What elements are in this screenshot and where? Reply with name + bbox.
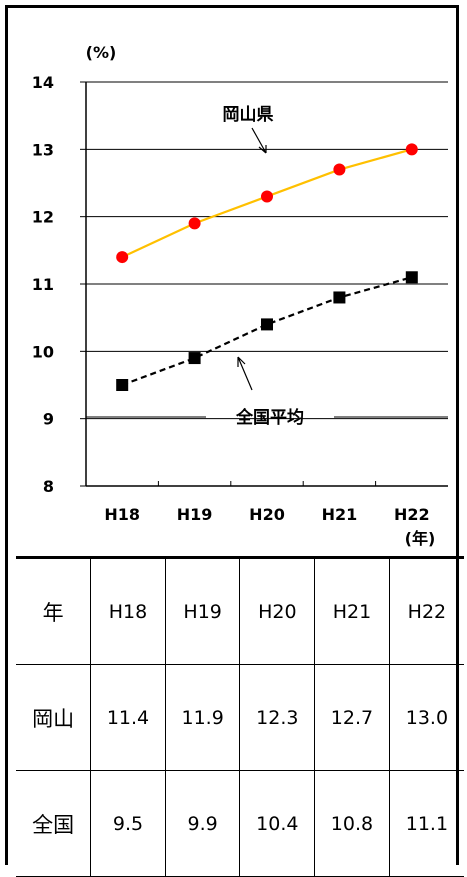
y-tick-label: 14	[32, 73, 54, 92]
point-marker	[188, 352, 201, 365]
y-tick-label: 13	[32, 140, 54, 159]
point-marker	[116, 251, 129, 264]
point-marker	[116, 379, 129, 391]
table-cell: 11.1	[388, 770, 464, 877]
y-axis-unit: (%)	[86, 43, 117, 62]
point-marker	[333, 291, 346, 304]
table-cell: H22	[388, 556, 464, 665]
table-cell: 10.4	[239, 770, 316, 877]
figure-frame: 8 9 10 11 12 13 14 H18 H19 H20 H21 H22 (%) (年) 岡山県…	[5, 5, 464, 877]
x-tick-label: H22	[394, 505, 430, 524]
table-cell: H20	[239, 556, 316, 665]
row-header-cell: 年	[16, 556, 92, 665]
series-layer	[116, 143, 418, 391]
y-tick-labels: 8 9 10 11 12 13 14	[32, 73, 54, 496]
point-marker	[405, 143, 418, 156]
table-cell: H19	[164, 556, 241, 665]
row-header-cell: 全国	[16, 770, 92, 877]
row-header-cell: 岡山	[16, 664, 92, 771]
table-cell: H21	[314, 556, 390, 665]
series-line-0	[121, 148, 413, 259]
table-cell: 10.8	[314, 770, 390, 877]
series-line-1	[121, 276, 413, 387]
point-marker	[261, 318, 273, 331]
gridlines	[80, 81, 448, 487]
x-tick-label: H19	[177, 505, 213, 524]
x-tick-labels: H18 H19 H20 H21 H22	[104, 481, 430, 524]
point-marker	[188, 217, 201, 230]
table-header-row: 年 H18 H19 H20 H21 H22	[16, 556, 464, 665]
point-marker	[405, 271, 418, 284]
table-cell: 9.5	[90, 770, 166, 877]
table-cell: 12.3	[239, 664, 316, 771]
point-marker	[333, 163, 346, 176]
callout-arrow	[251, 127, 267, 154]
table-cell: 13.0	[388, 664, 464, 771]
series-label-national: 全国平均	[235, 407, 304, 428]
table-row: 全国 9.5 9.9 10.4 10.8 11.1	[16, 770, 464, 877]
point-marker	[261, 190, 273, 203]
table-cell: H18	[90, 556, 166, 665]
table-cell: 12.7	[314, 664, 390, 771]
series-label-okayama: 岡山県	[223, 105, 274, 125]
table-cell: 11.4	[90, 664, 166, 771]
callout-arrow	[237, 356, 253, 391]
x-tick-label: H21	[322, 505, 358, 524]
x-tick-label: H18	[104, 505, 140, 524]
table-row: 岡山 11.4 11.9 12.3 12.7 13.0	[16, 664, 464, 771]
line-chart: 8 9 10 11 12 13 14 H18 H19 H20 H21 H22 (%) (年) 岡山県…	[32, 43, 448, 548]
table-cell: 11.9	[164, 664, 241, 771]
table-cell: 9.9	[164, 770, 241, 877]
y-tick-label: 10	[32, 342, 54, 361]
y-tick-label: 11	[32, 275, 54, 294]
y-tick-label: 12	[32, 208, 54, 227]
x-axis-unit: (年)	[405, 529, 436, 548]
y-tick-label: 8	[43, 477, 54, 496]
y-tick-label: 9	[43, 410, 54, 429]
data-table: 年 H18 H19 H20 H21 H22 岡山 11.4 11.9 12.3 12.7 13.0 全国…	[16, 556, 464, 877]
x-tick-label: H20	[249, 505, 285, 524]
